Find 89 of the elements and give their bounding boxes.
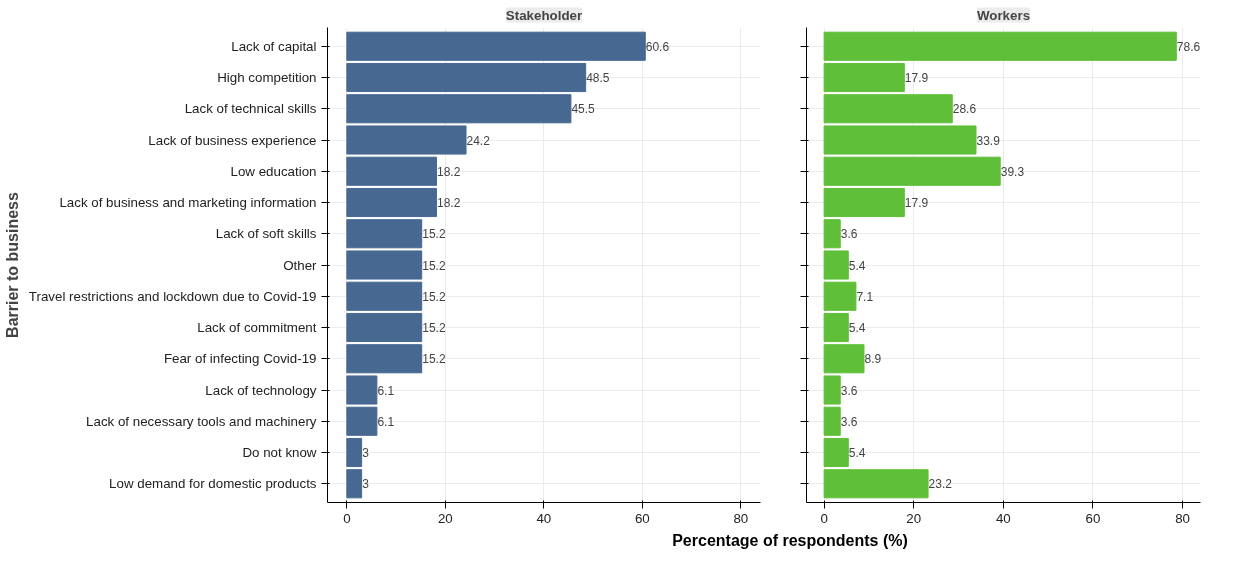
data-label: 5.4: [848, 446, 866, 460]
y-tick-label: Low education: [230, 163, 317, 179]
data-label: 3.6: [840, 227, 858, 242]
bar: [823, 375, 841, 405]
data-label: 28.6: [952, 102, 977, 117]
bar: [346, 94, 572, 124]
bar: [823, 156, 1001, 186]
y-tick-label: Low demand for domestic products: [109, 476, 317, 492]
chart-title: Workers: [976, 7, 1031, 23]
x-tick-label: 80: [1175, 510, 1190, 526]
bar: [346, 312, 423, 343]
bar: [346, 469, 363, 499]
y-tick-label: Lack of business experience: [148, 132, 317, 148]
y-tick-label: Do not know: [242, 445, 317, 460]
data-label: 8.9: [864, 352, 882, 367]
x-tick-label: 20: [906, 510, 922, 526]
bar: [346, 250, 423, 280]
bar: [823, 125, 977, 155]
y-tick-label: Fear of infecting Covid-19: [163, 351, 317, 367]
y-tick-label: Lack of technical skills: [184, 101, 317, 117]
data-label: 78.6: [1176, 39, 1201, 54]
data-label: 18.2: [436, 196, 461, 210]
bar: [346, 219, 423, 249]
data-label: 17.9: [904, 196, 929, 210]
data-label: 15.2: [422, 289, 446, 304]
data-label: 60.6: [645, 39, 670, 54]
bar: [823, 406, 841, 436]
data-label: 3.6: [840, 383, 858, 398]
bar: [346, 406, 378, 436]
bar: [823, 94, 953, 124]
data-label: 15.2: [422, 321, 446, 335]
bar: [346, 344, 423, 374]
bar: [346, 62, 587, 93]
chart-title: Stakeholder: [505, 7, 583, 23]
data-label: 33.9: [976, 133, 1001, 148]
bar: [346, 437, 363, 468]
data-label: 24.2: [466, 133, 491, 148]
bar: [823, 469, 929, 499]
bar: [346, 31, 646, 61]
y-tick-label: Lack of business and marketing information: [59, 195, 317, 210]
bar: [346, 156, 437, 186]
data-label: 6.1: [377, 414, 395, 429]
data-label: 45.5: [571, 102, 596, 117]
bar: [823, 344, 865, 374]
x-tick-label: 40: [995, 510, 1011, 526]
data-label: 5.4: [848, 258, 866, 273]
data-label: 3: [362, 446, 370, 460]
x-tick-label: 0: [820, 510, 828, 526]
y-tick-label: Other: [283, 257, 318, 273]
data-label: 7.1: [856, 289, 874, 304]
x-tick-label: 40: [536, 510, 552, 526]
x-tick-label: 0: [343, 510, 351, 526]
bar: [823, 62, 905, 93]
x-axis-title: Percentage of respondents (%): [672, 531, 908, 551]
x-tick-label: 60: [1085, 510, 1101, 526]
y-tick-label: High competition: [217, 70, 317, 85]
data-label: 3: [362, 477, 370, 492]
y-axis-title: Barrier to business: [3, 191, 21, 338]
data-label: 15.2: [422, 352, 446, 367]
x-tick-label: 60: [634, 510, 650, 526]
data-label: 15.2: [422, 227, 446, 242]
bar: [823, 219, 841, 249]
bar: [823, 31, 1177, 61]
data-label: 39.3: [1000, 164, 1025, 179]
y-tick-label: Lack of capital: [231, 38, 317, 54]
data-label: 6.1: [377, 383, 395, 398]
data-label: 23.2: [928, 477, 953, 492]
bar: [346, 187, 437, 218]
data-label: 17.9: [904, 71, 929, 85]
y-tick-label: Lack of necessary tools and machinery: [86, 413, 317, 429]
data-label: 15.2: [422, 258, 446, 273]
bar: [823, 187, 905, 218]
data-label: 48.5: [586, 71, 610, 85]
x-tick-label: 80: [733, 510, 749, 526]
bar: [346, 281, 423, 311]
x-tick-label: 20: [437, 510, 453, 526]
y-tick-label: Lack of commitment: [197, 320, 317, 335]
data-label: 18.2: [436, 164, 461, 179]
data-label: 3.6: [840, 414, 858, 429]
bar: [823, 437, 849, 468]
bar: [823, 250, 849, 280]
y-tick-label: Travel restrictions and lockdown due to Covid-19: [28, 288, 317, 304]
bar: [346, 375, 378, 405]
y-tick-label: Lack of soft skills: [215, 226, 317, 242]
data-label: 5.4: [848, 321, 866, 335]
y-tick-label: Lack of technology: [205, 382, 317, 398]
bar: [346, 125, 467, 155]
bar: [823, 281, 857, 311]
bar: [823, 312, 849, 343]
